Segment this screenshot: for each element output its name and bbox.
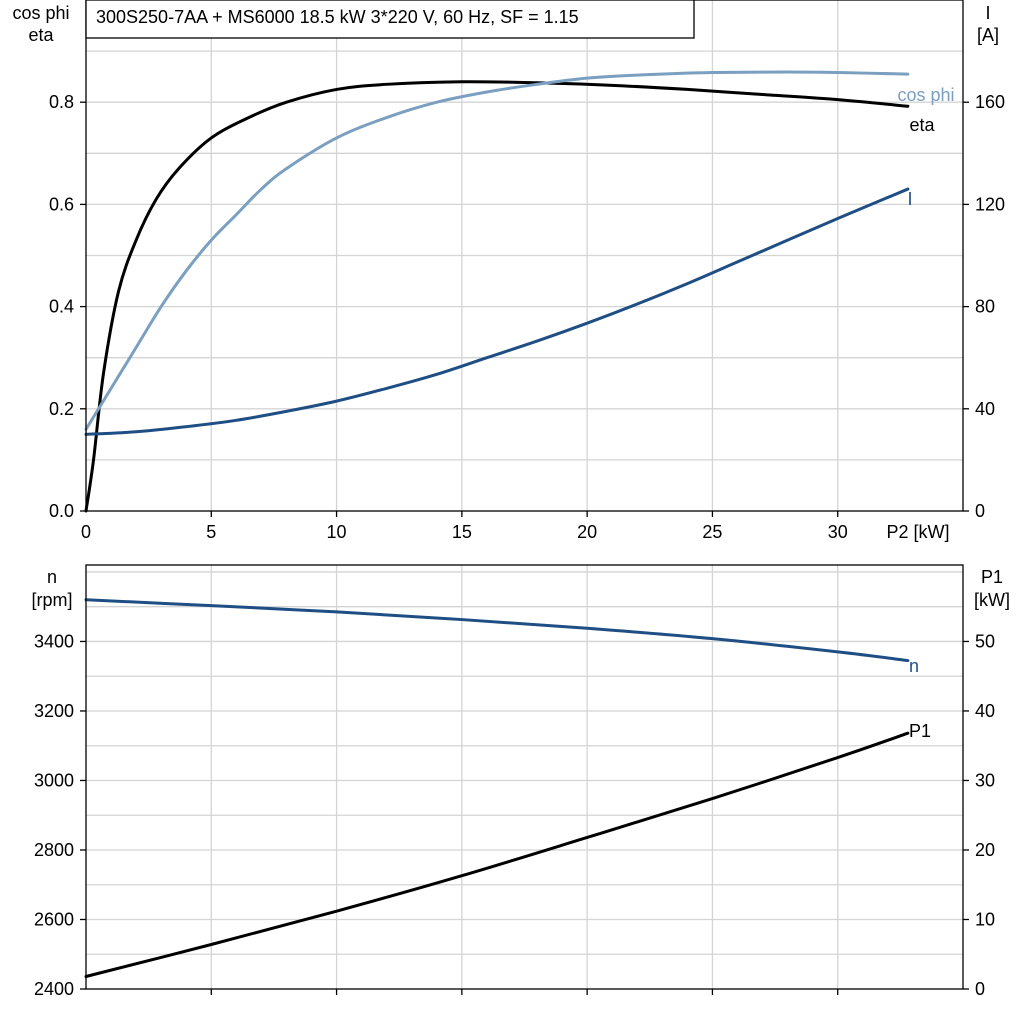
top-left-tick-label: 0.0: [49, 501, 74, 521]
bottom-curves: [84, 598, 910, 978]
chart-title: 300S250-7AA + MS6000 18.5 kW 3*220 V, 60…: [96, 7, 579, 27]
bottom-right-tick-label: 10: [975, 909, 995, 929]
top-x-tick-label: 25: [702, 522, 722, 542]
right-axis-label-p1: P1: [981, 567, 1003, 587]
bottom-left-tick-label: 2400: [34, 979, 74, 999]
title-box: [85, 0, 695, 39]
top-curves: [84, 70, 910, 513]
bottom-left-tick-label: 3200: [34, 701, 74, 721]
series-label-current: I: [907, 189, 912, 209]
series-line-n: [84, 598, 910, 663]
bottom-left-tick-label: 3400: [34, 631, 74, 651]
left-axis-label-cosphi: cos phi: [12, 3, 69, 23]
series-line-cos-phi: [84, 70, 910, 431]
top-left-tick-label: 0.4: [49, 297, 74, 317]
bottom-right-tick-label: 20: [975, 840, 995, 860]
top-x-tick-label: 30: [828, 522, 848, 542]
bottom-grid: [86, 565, 963, 989]
bottom-right-tick-label: 0: [975, 979, 985, 999]
top-right-tick-label: 40: [975, 399, 995, 419]
top-left-tick-label: 0.8: [49, 92, 74, 112]
bottom-right-tick-label: 30: [975, 770, 995, 790]
bottom-ticks: 2400 2600 2800 3000 3200 3400 0 10 20 30 40 50: [34, 631, 995, 999]
bottom-right-tick-label: 50: [975, 631, 995, 651]
left-axis-label-eta: eta: [28, 25, 54, 45]
left-axis-label-speed: n: [47, 567, 57, 587]
bottom-left-tick-label: 2800: [34, 840, 74, 860]
series-line-p1: [84, 731, 910, 978]
left-axis-label-speed-unit: [rpm]: [31, 590, 72, 610]
top-left-tick-label: 0.2: [49, 399, 74, 419]
top-ticks: 0.0 0.2 0.4 0.6 0.8 0 40 80 120 160 0 5 10 15 20 25 30: [49, 92, 1005, 542]
right-axis-label-p1-unit: [kW]: [974, 590, 1010, 610]
series-line-eta: [84, 80, 910, 513]
top-right-tick-label: 160: [975, 92, 1005, 112]
series-label-eta: eta: [909, 115, 935, 135]
bottom-left-tick-label: 2600: [34, 909, 74, 929]
top-x-tick-label: 10: [327, 522, 347, 542]
top-x-tick-label: 0: [81, 522, 91, 542]
series-line-i: [84, 187, 910, 436]
top-right-tick-label: 120: [975, 194, 1005, 214]
top-right-tick-label: 0: [975, 501, 985, 521]
bottom-left-tick-label: 3000: [34, 770, 74, 790]
right-axis-label-current-unit: [A]: [977, 25, 999, 45]
bottom-plot-frame: [85, 564, 964, 990]
x-axis-label: P2 [kW]: [886, 522, 949, 542]
top-x-tick-label: 15: [452, 522, 472, 542]
top-x-tick-label: 5: [206, 522, 216, 542]
top-x-tick-label: 20: [577, 522, 597, 542]
right-axis-label-current: I: [985, 3, 990, 23]
top-plot-frame: [85, 0, 964, 512]
bottom-right-tick-label: 40: [975, 701, 995, 721]
top-right-tick-label: 80: [975, 297, 995, 317]
top-left-tick-label: 0.6: [49, 194, 74, 214]
series-label-speed: n: [909, 656, 919, 676]
series-label-p1: P1: [909, 721, 931, 741]
top-grid: [86, 0, 963, 511]
series-label-cos-phi: cos phi: [897, 85, 954, 105]
